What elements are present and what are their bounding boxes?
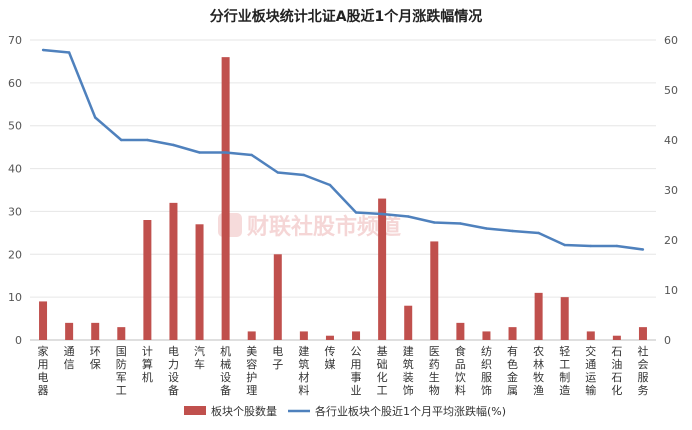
y-left-tick-label: 20 [8, 248, 22, 261]
y-right-tick-label: 10 [664, 284, 678, 297]
x-category-label: 交通运输 [585, 344, 596, 397]
line-point [537, 231, 540, 235]
x-category-label: 公用事业 [351, 345, 362, 397]
y-left-tick-label: 30 [8, 205, 22, 218]
bar [612, 335, 621, 340]
bar [273, 254, 282, 340]
bar [117, 327, 126, 340]
x-category-label: 农林牧渔 [533, 344, 544, 397]
x-category-label: 机械设备 [220, 344, 231, 397]
y-left-tick-label: 50 [8, 120, 22, 133]
y-right-tick-label: 60 [664, 34, 678, 47]
bar [534, 292, 543, 340]
x-category-label: 汽车 [194, 344, 205, 371]
line-point [146, 138, 149, 142]
line-point [354, 211, 358, 214]
x-category-label: 家用电器 [38, 344, 49, 397]
line-point [67, 51, 71, 54]
watermark-text: 财联社股市频道 [247, 214, 401, 240]
bar [456, 322, 465, 340]
bar [352, 331, 361, 340]
line-point [511, 229, 514, 233]
x-category-label: 环保 [90, 345, 101, 371]
y-left-tick-label: 60 [8, 77, 22, 90]
x-category-label: 社会服务 [637, 344, 648, 397]
y-right-tick-label: 20 [664, 234, 678, 247]
y-right-tick-label: 30 [664, 184, 678, 197]
x-category-label: 通信 [64, 345, 75, 371]
bar [325, 335, 334, 340]
line-point [94, 116, 97, 119]
bar [65, 322, 74, 340]
bar [221, 57, 230, 341]
bar [482, 331, 491, 340]
bar [143, 220, 152, 340]
x-category-label: 石油石化 [611, 345, 622, 397]
line-point [433, 221, 436, 224]
x-category-label: 电力设备 [168, 345, 179, 397]
legend-bar-label: 板块个股数量 [211, 404, 277, 418]
y-left-tick-label: 70 [8, 34, 22, 47]
bar [39, 301, 48, 340]
line-point [407, 215, 410, 218]
line-point [41, 48, 45, 52]
y-left-tick-label: 10 [8, 291, 22, 304]
x-category-label: 计算机 [142, 345, 153, 384]
series-line [42, 48, 644, 251]
line-point [641, 248, 645, 251]
bar [195, 224, 204, 340]
bar [247, 331, 256, 340]
y-right-tick-label: 50 [664, 84, 678, 97]
x-category-label: 国防军工 [116, 345, 127, 397]
line-point [563, 243, 566, 247]
x-category-label: 轻工制造 [559, 344, 570, 397]
line-point [380, 212, 384, 216]
line-point [589, 244, 592, 248]
y-right-tick-label: 0 [664, 334, 671, 347]
x-category-label: 食品饮料 [455, 344, 466, 397]
line-point [302, 173, 306, 177]
watermark-logo-icon [218, 213, 242, 237]
bar [586, 331, 595, 340]
x-category-label: 建筑材料 [298, 344, 309, 397]
bar [404, 305, 413, 340]
chart-title: 分行业板块统计北证A股近1个月涨跌幅情况 [209, 9, 483, 25]
legend-line-label: 各行业板块个股近1个月平均涨跌幅(%) [315, 404, 506, 418]
line-point [198, 151, 201, 154]
line-point [250, 153, 253, 157]
line-point [120, 138, 123, 142]
bar [91, 322, 100, 340]
bar [169, 202, 178, 340]
line-point [328, 183, 332, 187]
x-category-label: 传媒 [324, 345, 335, 371]
x-category-label: 建筑装饰 [403, 344, 414, 397]
x-category-label: 美容护理 [246, 345, 257, 397]
bar [299, 331, 308, 340]
line-point [276, 171, 279, 174]
y-left-tick-label: 0 [15, 334, 22, 347]
x-category-label: 基础化工 [377, 345, 388, 397]
legend-bar-swatch [184, 406, 206, 415]
x-category-label: 电子 [272, 345, 283, 371]
line-point [172, 143, 175, 147]
x-category-label: 纺织服饰 [481, 344, 492, 397]
y-left-tick-label: 40 [8, 163, 22, 176]
line-point [485, 227, 488, 230]
y-right-tick-label: 40 [664, 134, 678, 147]
bar [378, 198, 387, 340]
line-point [615, 244, 619, 248]
line-point [224, 151, 227, 154]
bar [638, 327, 647, 340]
bar [508, 327, 517, 340]
line-point [459, 222, 462, 225]
bar [430, 241, 439, 340]
bar [560, 297, 569, 340]
x-category-label: 医药生物 [429, 345, 440, 397]
x-category-label: 有色金属 [507, 344, 518, 397]
